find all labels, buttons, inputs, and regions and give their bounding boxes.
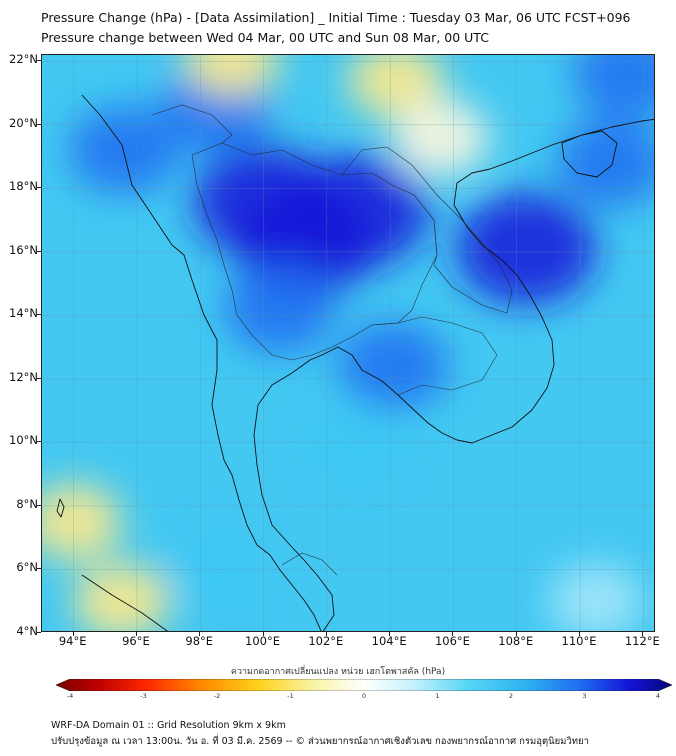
lat-tick-label: 22°N: [9, 52, 38, 67]
lon-tick-mark: [199, 632, 201, 636]
lon-tick-label: 96°E: [122, 634, 150, 648]
lon-tick-mark: [389, 632, 391, 636]
colorbar-label: ความกดอากาศเปลี่ยนแปลง หน่วย เฮกโตพาสคัล…: [230, 667, 446, 677]
lon-tick-label: 108°E: [498, 634, 534, 648]
lon-tick-mark: [642, 632, 644, 636]
lon-tick-label: 104°E: [371, 634, 407, 648]
map-title: Pressure Change (hPa) - [Data Assimilati…: [41, 10, 631, 25]
field-blob: [183, 55, 280, 97]
lat-tick-mark: [37, 314, 41, 316]
lat-tick-mark: [37, 441, 41, 443]
lat-tick-label: 20°N: [9, 115, 38, 130]
border-laos: [341, 146, 513, 314]
border-cambodia: [371, 316, 498, 396]
lat-tick-label: 8°N: [16, 496, 38, 511]
update-info: ปรับปรุงข้อมูล ณ เวลา 13:00น. วัน อ. ที่…: [51, 736, 589, 747]
border-malaysia: [281, 552, 338, 576]
lat-tick-mark: [37, 123, 41, 125]
lat-tick-label: 6°N: [16, 560, 38, 575]
coastline-mainland: [81, 94, 322, 631]
coastline-gulf-of-thailand: [253, 118, 654, 631]
colorbar-tick-label: 0: [361, 692, 367, 700]
pressure-field-map: [42, 55, 654, 631]
lon-tick-label: 98°E: [185, 634, 214, 648]
field-blob: [547, 562, 644, 631]
field-blob: [572, 55, 654, 119]
model-info: WRF-DA Domain 01 :: Grid Resolution 9km …: [51, 720, 286, 731]
colorbar-scale: [56, 679, 672, 691]
lon-tick-mark: [452, 632, 454, 636]
colorbar-tick-label: 4: [655, 692, 661, 700]
lat-tick-mark: [37, 60, 41, 62]
map-subtitle: Pressure change between Wed 04 Mar, 00 U…: [41, 30, 489, 45]
field-blob: [456, 192, 597, 305]
lon-tick-mark: [262, 632, 264, 636]
lat-tick-label: 14°N: [9, 306, 38, 321]
map-panel: [41, 54, 655, 632]
lat-tick-label: 18°N: [9, 179, 38, 194]
lon-tick-label: 112°E: [624, 634, 660, 648]
lon-tick-mark: [325, 632, 327, 636]
lon-tick-mark: [72, 632, 74, 636]
field-blob: [73, 562, 170, 631]
colorbar-tick-label: -3: [140, 692, 147, 700]
field-blob: [338, 322, 449, 411]
colorbar-tick-label: -4: [66, 692, 74, 700]
colorbar-tick-label: -2: [213, 692, 221, 700]
field-blob: [69, 106, 180, 195]
colorbar-tick-label: 1: [435, 692, 440, 700]
lon-tick-mark: [579, 632, 581, 636]
lon-tick-mark: [515, 632, 517, 636]
lat-tick-label: 10°N: [9, 433, 38, 448]
colorbar-tick-label: 2: [508, 692, 514, 700]
colorbar-tick-label: 3: [582, 692, 587, 700]
lon-tick-label: 106°E: [434, 634, 470, 648]
coastline-hainan: [561, 130, 618, 178]
lat-tick-label: 16°N: [9, 242, 38, 257]
colorbar: [56, 679, 672, 691]
lat-tick-mark: [37, 568, 41, 570]
coastline-sumatra: [81, 574, 168, 631]
border-myanmar-inner: [151, 104, 233, 144]
field-blob: [224, 265, 335, 354]
field-blob: [556, 118, 654, 207]
field-blob: [288, 154, 429, 267]
lon-tick-label: 100°E: [245, 634, 281, 648]
lon-tick-label: 110°E: [561, 634, 597, 648]
lon-tick-label: 94°E: [58, 634, 87, 648]
lat-tick-label: 4°N: [16, 624, 38, 638]
lat-tick-label: 12°N: [9, 369, 38, 384]
colorbar-tick-label: -1: [287, 692, 294, 700]
field-blob: [392, 99, 489, 176]
lon-tick-label: 102°E: [308, 634, 344, 648]
lat-tick-mark: [37, 250, 41, 252]
lat-tick-mark: [37, 504, 41, 506]
lat-tick-mark: [37, 377, 41, 379]
lat-tick-mark: [37, 632, 41, 633]
lon-tick-mark: [135, 632, 137, 636]
lat-tick-mark: [37, 187, 41, 189]
coastline-andaman: [56, 498, 65, 518]
